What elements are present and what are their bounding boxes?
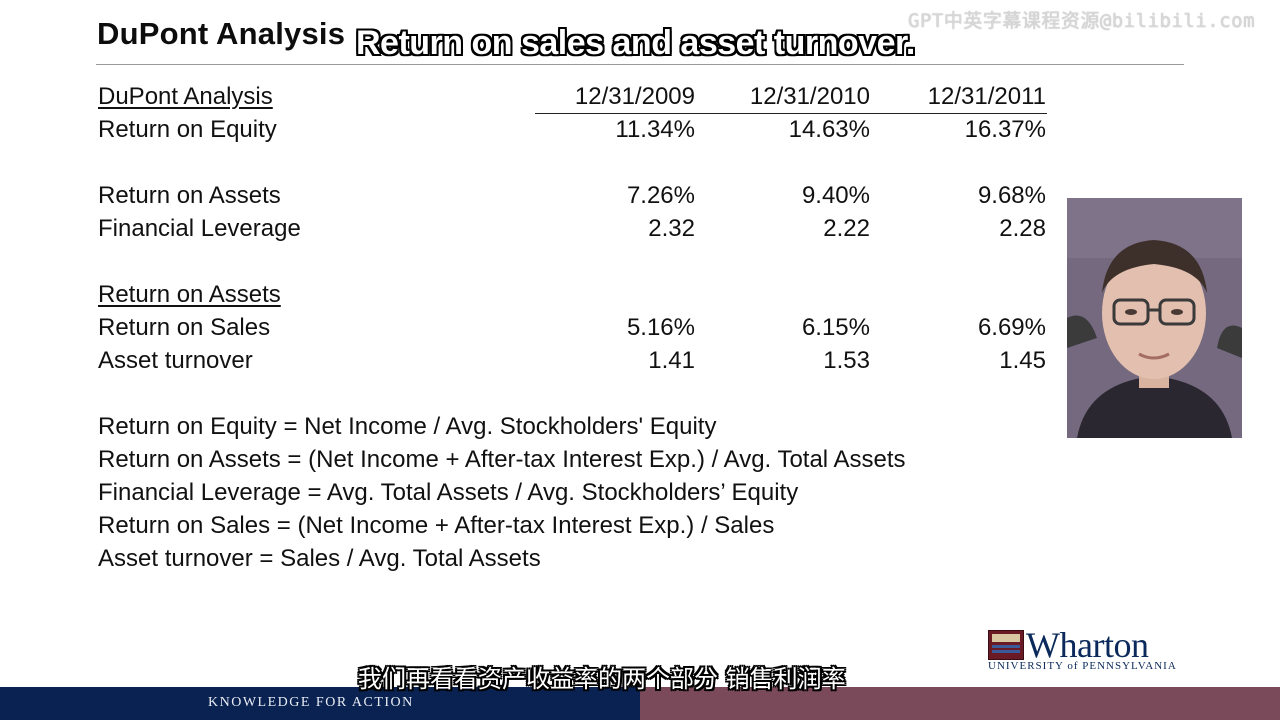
row-value: 1.41: [648, 347, 695, 374]
caption-bottom: 我们再看看资产收益率的两个部分 销售利润率: [358, 665, 846, 693]
formula-roa: Return on Assets = (Net Income + After-t…: [98, 446, 906, 473]
wharton-wordmark: Wharton: [1026, 625, 1149, 665]
row-label: Return on Assets: [98, 182, 281, 209]
row-value: 6.15%: [801, 314, 870, 341]
row-value: 6.69%: [977, 314, 1046, 341]
row-value: 11.34%: [615, 116, 695, 143]
watermark: GPT中英字幕课程资源@bilibili.com: [908, 10, 1256, 32]
row-label: Return on Sales: [98, 314, 271, 341]
header-rule: [535, 113, 1047, 114]
date-2010: 12/31/2010: [749, 83, 870, 110]
table-row: Asset turnover 1.41 1.53 1.45: [0, 347, 1280, 379]
title-rule: [96, 64, 1184, 65]
row-value: 1.45: [999, 347, 1046, 374]
row-value: 5.16%: [626, 314, 695, 341]
row-value: 2.32: [648, 215, 695, 242]
date-2011: 12/31/2011: [927, 83, 1046, 110]
row-value: 1.53: [823, 347, 870, 374]
footer-bar-left: [0, 687, 640, 720]
formula-turnover: Asset turnover = Sales / Avg. Total Asse…: [98, 545, 541, 572]
footer-tagline: KNOWLEDGE FOR ACTION: [208, 695, 414, 710]
table-row: Return on Equity 11.34% 14.63% 16.37%: [0, 116, 1280, 148]
formula-ros: Return on Sales = (Net Income + After-ta…: [98, 512, 775, 539]
shield-icon: [988, 630, 1024, 660]
table-header-row: DuPont Analysis 12/31/2009 12/31/2010 12…: [0, 83, 1280, 115]
row-value: 2.28: [999, 215, 1046, 242]
table-row: Return on Assets: [0, 281, 1280, 313]
row-value: 7.26%: [626, 182, 695, 209]
presenter-image: [1067, 198, 1242, 438]
presenter-webcam: [1067, 198, 1242, 438]
table-row: Return on Assets 7.26% 9.40% 9.68%: [0, 182, 1280, 214]
row-label: Financial Leverage: [98, 215, 301, 242]
row-value: 14.63%: [788, 116, 870, 143]
row-value: 9.68%: [977, 182, 1046, 209]
row-label: Return on Equity: [98, 116, 277, 143]
date-2009: 12/31/2009: [574, 83, 695, 110]
formula-roe: Return on Equity = Net Income / Avg. Sto…: [98, 413, 717, 440]
row-value: 2.22: [823, 215, 870, 242]
wharton-logo: Wharton UNIVERSITY of PENNSYLVANIA: [988, 625, 1188, 674]
table-header-label: DuPont Analysis: [98, 83, 273, 110]
wharton-subtitle: UNIVERSITY of PENNSYLVANIA: [988, 660, 1177, 672]
row-label: Asset turnover: [98, 347, 253, 374]
table-row: Return on Sales 5.16% 6.15% 6.69%: [0, 314, 1280, 346]
table-row: Financial Leverage 2.32 2.22 2.28: [0, 215, 1280, 247]
slide-title: DuPont Analysis: [97, 16, 346, 51]
row-value: 16.37%: [964, 116, 1046, 143]
row-value: 9.40%: [801, 182, 870, 209]
caption-top: Return on sales and asset turnover.: [356, 24, 915, 62]
footer-bar-right: [640, 687, 1280, 720]
formula-leverage: Financial Leverage = Avg. Total Assets /…: [98, 479, 799, 506]
section-label: Return on Assets: [98, 281, 281, 308]
